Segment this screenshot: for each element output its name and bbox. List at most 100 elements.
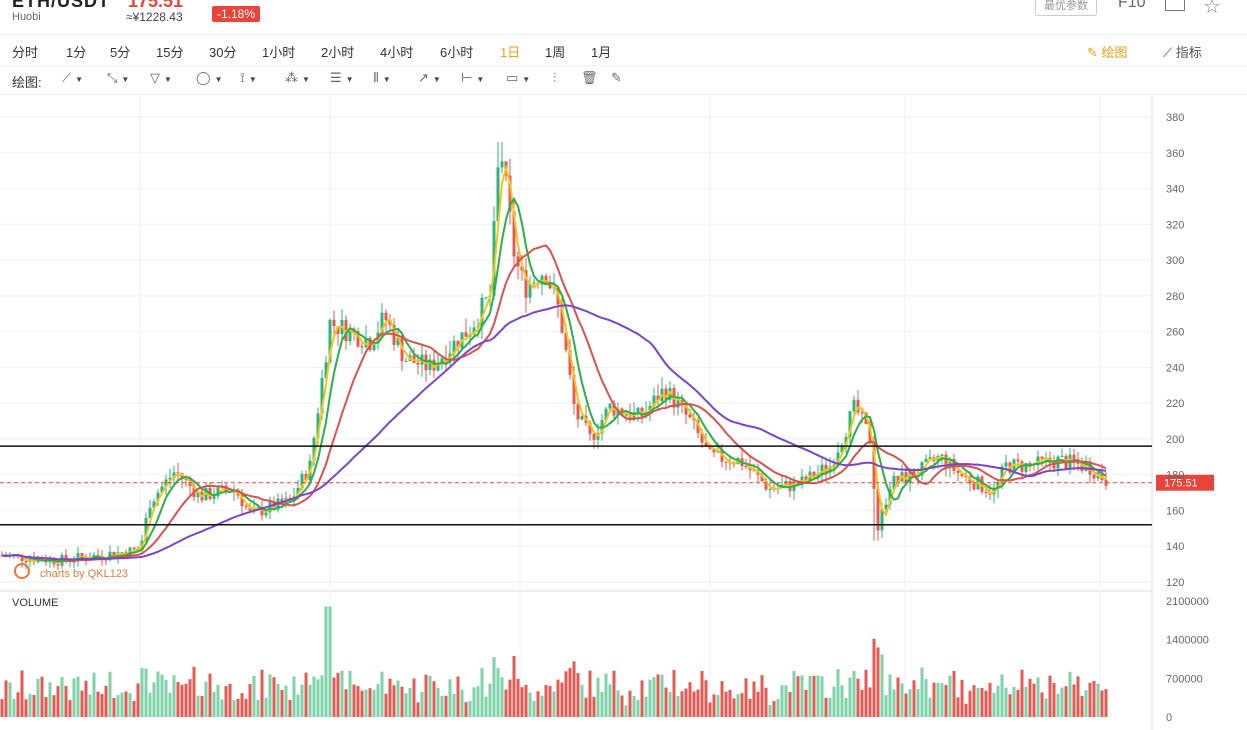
volume-bar: [676, 696, 680, 717]
volume-bar: [608, 684, 612, 717]
volume-bar: [8, 682, 12, 717]
price-tick-10: 320: [1166, 219, 1184, 231]
candle-body: [608, 403, 612, 409]
period-tab-7[interactable]: 4小时: [380, 45, 414, 60]
volume-bar: [176, 681, 180, 717]
price-tick-13: 380: [1166, 112, 1184, 124]
candle-body: [624, 414, 628, 416]
volume-bar: [168, 692, 172, 717]
param-button[interactable]: 最优参数: [1035, 0, 1097, 16]
volume-bar: [952, 670, 956, 717]
period-tab-11[interactable]: 1月: [591, 45, 612, 60]
candle-body: [1072, 454, 1076, 462]
candle-body: [996, 482, 1000, 489]
volume-bar: [840, 685, 844, 717]
arrow-icon[interactable]: ↗ ▼: [418, 70, 441, 85]
volume-bar: [884, 695, 888, 717]
candle-body: [816, 473, 820, 478]
volume-bar: [528, 692, 532, 717]
period-tab-5[interactable]: 1小时: [262, 45, 296, 60]
draw-button[interactable]: ✎ 绘图: [1087, 42, 1128, 61]
volume-bar: [592, 696, 596, 717]
candle-body: [384, 312, 388, 321]
indicator-button-label: 指标: [1175, 45, 1202, 60]
candle-body: [196, 491, 200, 498]
volume-bar: [516, 678, 520, 717]
shape-icon[interactable]: ◯ ▼: [196, 70, 223, 85]
candle-body: [924, 458, 928, 463]
volume-bar: [692, 691, 696, 717]
period-tab-4[interactable]: 30分: [209, 45, 237, 60]
indicator-icon: ⟋: [1163, 45, 1176, 60]
measure-icon[interactable]: ⊢ ▼: [461, 70, 485, 85]
indicator-icon[interactable]: ⫶: [553, 70, 557, 85]
delete-icon[interactable]: 🗑: [581, 70, 598, 85]
volume-bar: [300, 684, 304, 717]
volume-bar: [900, 683, 904, 717]
volume-bar: [276, 683, 280, 717]
pattern-icon[interactable]: ⁂ ▼: [285, 70, 310, 85]
period-tab-3[interactable]: 15分: [156, 45, 184, 60]
brush-icon[interactable]: ✎: [611, 70, 622, 85]
price-tick-9: 300: [1166, 255, 1184, 267]
period-tab-1[interactable]: 1分: [66, 45, 87, 60]
volume-bar: [412, 678, 416, 717]
candle-body: [588, 423, 592, 434]
volume-bar: [216, 684, 220, 717]
trend-line-icon[interactable]: ⟋ ▼: [62, 70, 84, 85]
period-tab-9[interactable]: 1日: [500, 45, 521, 60]
volume-bar: [512, 655, 516, 717]
wave-icon[interactable]: ⟟ ▼: [240, 70, 257, 85]
volume-bar: [460, 689, 464, 717]
candle-body: [676, 400, 680, 408]
candle-body: [1028, 463, 1032, 465]
candle-body: [652, 395, 656, 406]
channel-icon[interactable]: ▽ ▼: [150, 70, 172, 85]
period-tab-10[interactable]: 1周: [545, 45, 566, 60]
indicator-button[interactable]: ⟋ 指标: [1163, 42, 1202, 61]
volume-bar: [924, 679, 928, 717]
volume-bar: [652, 677, 656, 717]
star-icon[interactable]: ☆: [1203, 0, 1221, 18]
volume-bar: [236, 698, 240, 717]
volume-bar: [148, 692, 152, 717]
volume-bar: [380, 671, 384, 717]
volume-bar: [48, 682, 52, 717]
last-price-tag: [1156, 474, 1214, 491]
candle-body: [824, 464, 828, 473]
volume-bar: [284, 685, 288, 717]
period-toolbar: [0, 35, 1247, 66]
period-tab-0[interactable]: 分时: [12, 45, 39, 60]
volume-bar: [600, 691, 604, 717]
period-tab-2[interactable]: 5分: [110, 45, 131, 60]
candle-body: [1016, 459, 1020, 462]
candle-body: [316, 413, 320, 438]
volume-bar: [868, 687, 872, 717]
volume-bar: [232, 700, 236, 717]
volume-bar: [920, 667, 924, 717]
volume-bar: [736, 694, 740, 717]
f10-button[interactable]: F10: [1118, 0, 1146, 11]
volume-bar: [312, 676, 316, 717]
candle-body: [260, 507, 264, 516]
volume-bar: [568, 668, 572, 717]
period-tab-6[interactable]: 2小时: [321, 45, 355, 60]
volume-bar: [420, 691, 424, 717]
volume-bar: [32, 694, 36, 717]
volume-bar: [828, 697, 832, 717]
draw-toolbar-label: 绘图:: [12, 75, 42, 90]
period-tab-8[interactable]: 6小时: [440, 45, 474, 60]
fullscreen-icon[interactable]: [1165, 0, 1185, 11]
text-icon[interactable]: ▭ ▼: [506, 70, 531, 85]
ray-icon[interactable]: ⤡ ▼: [107, 70, 130, 85]
volume-bar: [936, 682, 940, 717]
candle-body: [972, 483, 976, 490]
volume-bar: [488, 683, 492, 717]
gann-icon[interactable]: ⦀ ▼: [373, 70, 391, 85]
candle-body: [472, 327, 476, 335]
volume-bar: [344, 689, 348, 717]
volume-bar: [724, 691, 728, 717]
fib-icon[interactable]: ☰ ▼: [330, 70, 354, 85]
candle-body: [688, 414, 692, 418]
